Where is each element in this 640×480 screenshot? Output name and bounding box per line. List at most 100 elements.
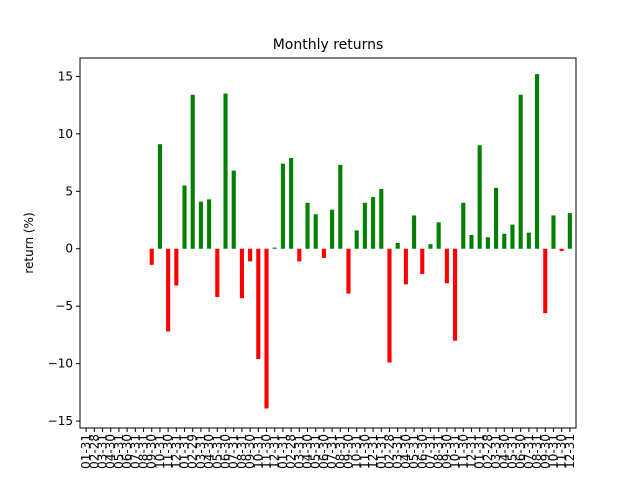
x-tick-label-1: 02-28 (87, 434, 101, 469)
x-tick-label-6: 07-31 (128, 434, 142, 469)
bar-10 (166, 248, 171, 332)
bar-33 (354, 230, 359, 249)
x-tick-label-29: 06-30 (317, 434, 331, 469)
x-tick-label-42: 07-31 (423, 434, 437, 469)
x-tick-label-22: 11-30 (260, 434, 274, 469)
x-tick-label-55: 08-31 (530, 434, 544, 469)
x-tick-label-59: 12-31 (563, 434, 577, 469)
y-tick-label-4: 5 (65, 184, 73, 198)
x-tick-label-9: 10-31 (153, 434, 167, 469)
x-tick-label-15: 04-30 (202, 434, 216, 469)
bar-28 (313, 214, 318, 249)
x-tick-label-5: 06-30 (120, 434, 134, 469)
bar-45 (453, 248, 458, 341)
y-tick-label-6: 15 (58, 69, 73, 83)
y-axis-label: return (%) (22, 212, 36, 273)
bar-50 (494, 187, 499, 249)
x-tick-label-8: 09-30 (145, 434, 159, 469)
bar-48 (477, 145, 482, 249)
bar-30 (330, 209, 335, 249)
bar-39 (403, 248, 408, 285)
x-tick-label-21: 10-31 (251, 434, 265, 469)
bar-57 (551, 215, 556, 249)
y-axis: −15 −10 −5 0 5 10 15 (48, 69, 80, 428)
x-tick-label-16: 05-31 (210, 434, 224, 469)
bar-49 (485, 237, 490, 249)
bar-51 (502, 233, 507, 249)
bar-13 (190, 94, 195, 249)
x-tick-label-58: 11-30 (555, 434, 569, 469)
x-tick-label-23: 12-31 (268, 434, 282, 469)
x-tick-label-10: 11-30 (161, 434, 175, 469)
plot-frame (79, 57, 577, 429)
bar-11 (174, 248, 179, 286)
bar-9 (157, 144, 162, 249)
bar-29 (321, 248, 326, 258)
x-tick-label-20: 09-30 (243, 434, 257, 469)
x-tick-label-28: 05-31 (309, 434, 323, 469)
x-tick-label-56: 09-30 (538, 434, 552, 469)
x-tick-label-31: 08-31 (333, 434, 347, 469)
x-tick-label-11: 12-31 (169, 434, 183, 469)
bar-35 (371, 197, 376, 249)
x-tick-label-43: 08-31 (432, 434, 446, 469)
x-tick-label-17: 06-30 (219, 434, 233, 469)
x-tick-label-14: 03-31 (194, 434, 208, 469)
bar-20 (248, 248, 253, 262)
bar-18 (231, 170, 236, 249)
bar-56 (543, 248, 548, 314)
x-tick-label-12: 01-31 (178, 434, 192, 469)
bar-36 (379, 188, 384, 249)
x-tick-label-44: 09-30 (440, 434, 454, 469)
bar-17 (223, 93, 228, 249)
x-tick-label-40: 05-31 (407, 434, 421, 469)
y-tick-label-0: −15 (48, 414, 73, 428)
x-tick-label-4: 05-31 (112, 434, 126, 469)
x-axis: 01-3102-2803-3104-3005-3106-3007-3108-31… (79, 428, 577, 469)
bar-34 (362, 202, 367, 249)
bar-32 (346, 248, 351, 294)
bar-37 (387, 248, 392, 363)
x-tick-label-26: 03-31 (292, 434, 306, 469)
x-tick-label-33: 10-31 (350, 434, 364, 469)
x-tick-label-13: 02-29 (186, 434, 200, 469)
x-tick-label-52: 05-31 (505, 434, 519, 469)
x-tick-label-48: 01-31 (473, 434, 487, 469)
x-tick-label-57: 10-31 (546, 434, 560, 469)
bar-54 (526, 232, 531, 249)
bar-27 (305, 202, 310, 249)
bar-22 (264, 248, 269, 409)
bar-8 (149, 248, 154, 265)
bar-15 (207, 199, 212, 249)
bar-21 (256, 248, 261, 360)
x-tick-label-45: 10-31 (448, 434, 462, 469)
bar-19 (239, 248, 244, 299)
x-tick-label-27: 04-30 (301, 434, 315, 469)
bar-31 (338, 164, 343, 249)
x-tick-label-50: 03-31 (489, 434, 503, 469)
x-tick-label-0: 01-31 (79, 434, 93, 469)
x-tick-label-54: 07-31 (522, 434, 536, 469)
x-tick-label-19: 08-31 (235, 434, 249, 469)
x-tick-label-37: 02-28 (382, 434, 396, 469)
bar-43 (436, 222, 441, 249)
bar-55 (535, 74, 540, 249)
y-tick-label-5: 10 (58, 127, 73, 141)
bar-24 (280, 163, 285, 249)
x-tick-label-30: 07-31 (325, 434, 339, 469)
bar-53 (518, 94, 523, 249)
bar-47 (469, 234, 474, 249)
bar-52 (510, 224, 515, 249)
x-tick-label-38: 03-31 (391, 434, 405, 469)
bar-16 (215, 248, 220, 298)
bar-40 (412, 215, 417, 249)
bar-12 (182, 185, 187, 249)
x-tick-label-18: 07-31 (227, 434, 241, 469)
x-tick-label-49: 02-28 (481, 434, 495, 469)
bar-44 (444, 248, 449, 284)
x-tick-label-51: 04-30 (497, 434, 511, 469)
x-tick-label-3: 04-30 (104, 434, 118, 469)
bar-25 (289, 157, 294, 249)
bar-59 (567, 213, 572, 249)
